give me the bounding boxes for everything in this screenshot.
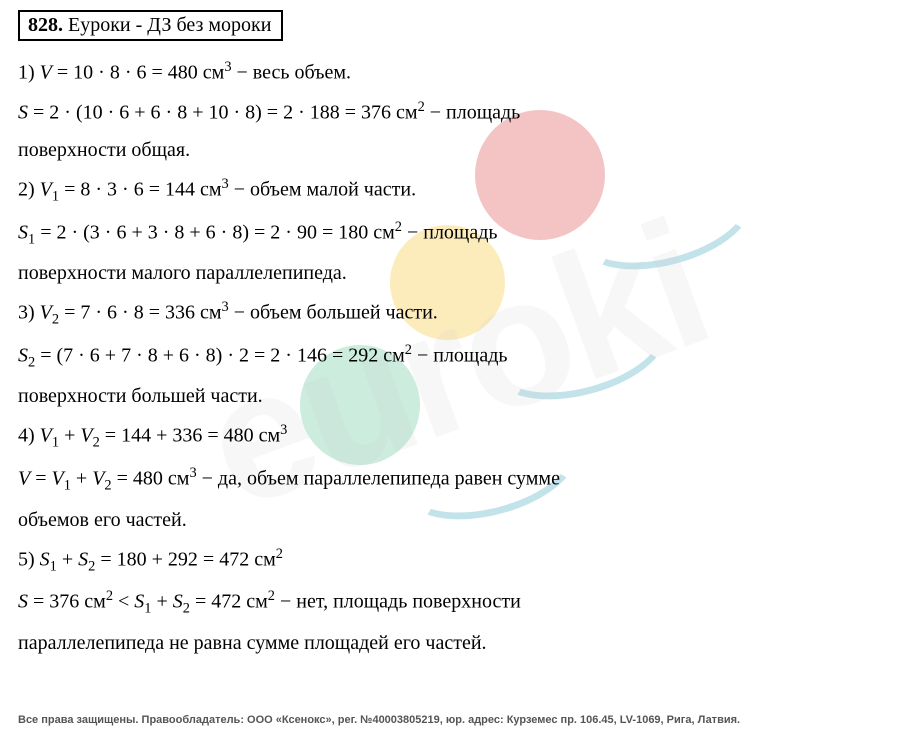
solution-line-4: 2) V1 = 8 · 3 · 6 = 144 см3 − объем мало… (18, 174, 892, 208)
solution-line-8: S2 = (7 · 6 + 7 · 8 + 6 · 8) · 2 = 2 · 1… (18, 340, 892, 374)
header-box: 828. Еуроки - ДЗ без мороки (18, 10, 283, 41)
copyright-footer: Все права защищены. Правообладатель: ООО… (18, 714, 892, 726)
solution-line-2: S = 2 · (10 · 6 + 6 · 8 + 10 · 8) = 2 · … (18, 97, 892, 128)
solution-line-12: объемов его частей. (18, 506, 892, 535)
solution-line-11: V = V1 + V2 = 480 см3 − да, объем паралл… (18, 463, 892, 497)
solution-line-15: параллелепипеда не равна сумме площадей … (18, 629, 892, 658)
solution-line-7: 3) V2 = 7 · 6 · 8 = 336 см3 − объем боль… (18, 297, 892, 331)
solution-line-13: 5) S1 + S2 = 180 + 292 = 472 см2 (18, 544, 892, 578)
solution-line-14: S = 376 см2 < S1 + S2 = 472 см2 − нет, п… (18, 586, 892, 620)
solution-line-10: 4) V1 + V2 = 144 + 336 = 480 см3 (18, 420, 892, 454)
solution-line-6: поверхности малого параллелепипеда. (18, 259, 892, 288)
problem-number: 828. (28, 14, 63, 36)
solution-line-3: поверхности общая. (18, 136, 892, 165)
solution-line-5: S1 = 2 · (3 · 6 + 3 · 8 + 6 · 8) = 2 · 9… (18, 217, 892, 251)
document-content: 828. Еуроки - ДЗ без мороки 1) V = 10 · … (0, 0, 910, 675)
header-title: Еуроки - ДЗ без мороки (63, 14, 271, 36)
solution-line-9: поверхности большей части. (18, 382, 892, 411)
solution-line-1: 1) V = 10 · 8 · 6 = 480 см3 − весь объем… (18, 57, 892, 88)
